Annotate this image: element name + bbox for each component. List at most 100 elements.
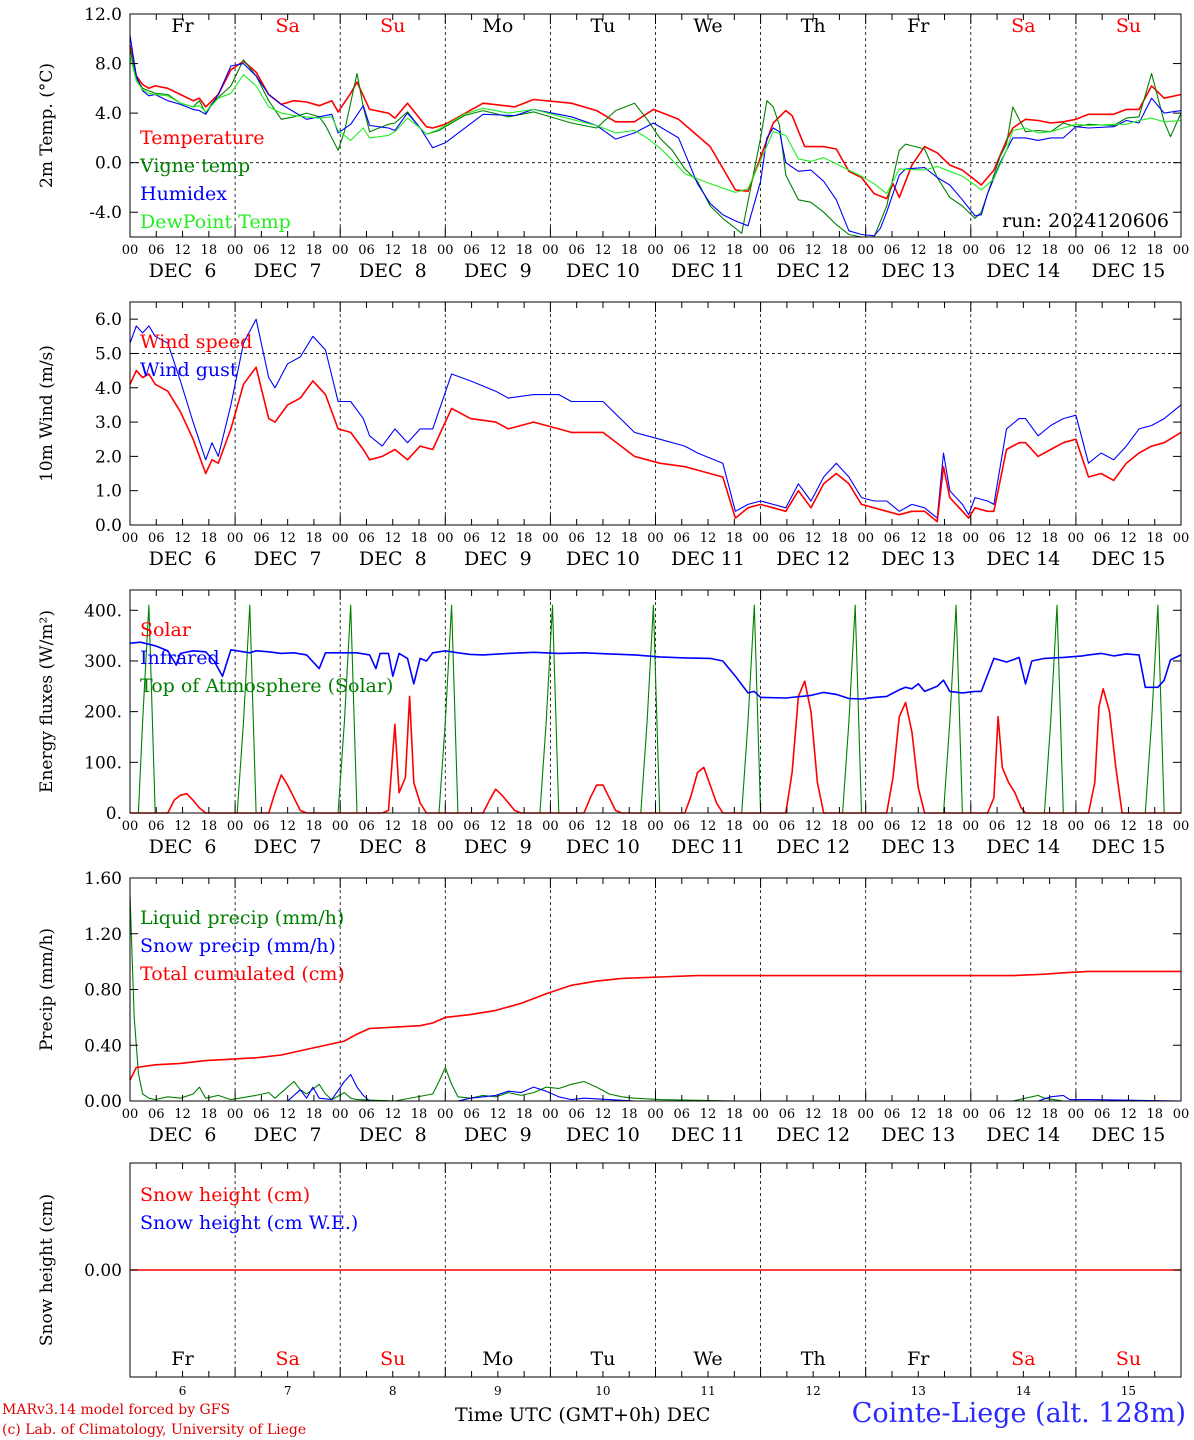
hour-label: 18 bbox=[831, 819, 848, 834]
hour-label: 18 bbox=[726, 531, 743, 546]
weekday-label: Su bbox=[380, 1348, 405, 1370]
plot-frame bbox=[129, 589, 1182, 814]
hour-label: 00 bbox=[647, 1107, 664, 1122]
hour-label: 06 bbox=[884, 819, 901, 834]
y-tick-label: 0.00 bbox=[84, 1092, 122, 1112]
y-axis-label: Snow height (cm) bbox=[37, 1194, 57, 1346]
date-label: DEC 15 bbox=[1092, 260, 1166, 282]
hour-label: 12 bbox=[805, 531, 822, 546]
weekday-label: Fr bbox=[171, 1348, 194, 1370]
hour-label: 12 bbox=[1120, 243, 1137, 258]
hour-label: 12 bbox=[595, 243, 612, 258]
legend-top-of-atmosphere-solar: Top of Atmosphere (Solar) bbox=[140, 675, 393, 697]
hour-label: 18 bbox=[621, 1107, 638, 1122]
hour-label: 06 bbox=[148, 531, 165, 546]
hour-label: 18 bbox=[831, 1107, 848, 1122]
date-label: DEC 12 bbox=[776, 548, 850, 570]
hour-label: 06 bbox=[463, 819, 480, 834]
date-label: DEC 12 bbox=[776, 1124, 850, 1146]
hour-label: 18 bbox=[621, 819, 638, 834]
legend-humidex: Humidex bbox=[140, 183, 227, 205]
hour-label: 06 bbox=[1094, 531, 1111, 546]
hour-label: 06 bbox=[674, 243, 691, 258]
lab-credit: (c) Lab. of Climatology, University of L… bbox=[2, 1422, 307, 1438]
weekday-label: Fr bbox=[171, 15, 194, 37]
hour-label: 18 bbox=[1146, 243, 1163, 258]
hour-label: 06 bbox=[358, 531, 375, 546]
hour-label: 18 bbox=[516, 243, 533, 258]
series-wind-speed bbox=[129, 366, 1182, 523]
hour-label: 18 bbox=[306, 531, 323, 546]
hour-label: 18 bbox=[201, 1107, 218, 1122]
y-tick-label: 3.0 bbox=[95, 413, 122, 433]
hour-label: 18 bbox=[621, 243, 638, 258]
date-label: DEC 12 bbox=[776, 260, 850, 282]
weekday-label: Th bbox=[801, 15, 826, 37]
weekday-label: Su bbox=[380, 15, 405, 37]
plot-frame bbox=[129, 301, 1182, 526]
date-label: DEC 7 bbox=[254, 1124, 322, 1146]
hour-label: 00 bbox=[332, 819, 349, 834]
y-tick-label: 1.20 bbox=[84, 925, 122, 945]
hour-label: 18 bbox=[306, 1107, 323, 1122]
hour-label: 12 bbox=[174, 531, 191, 546]
y-tick-label: 0.0 bbox=[95, 154, 122, 174]
hour-label: 06 bbox=[568, 243, 585, 258]
series-temperature bbox=[129, 44, 1182, 200]
y-tick-label: 300. bbox=[84, 652, 122, 672]
hour-label: 00 bbox=[122, 243, 139, 258]
day-number: 7 bbox=[284, 1384, 292, 1398]
hour-label: 06 bbox=[674, 1107, 691, 1122]
date-label: DEC 7 bbox=[254, 836, 322, 858]
hour-label: 12 bbox=[595, 819, 612, 834]
hour-label: 18 bbox=[201, 243, 218, 258]
hour-label: 06 bbox=[253, 819, 270, 834]
hour-label: 06 bbox=[779, 243, 796, 258]
y-tick-label: 0.00 bbox=[84, 1261, 122, 1281]
series-wind-gust bbox=[129, 318, 1182, 519]
day-number: 13 bbox=[911, 1384, 926, 1398]
hour-label: 00 bbox=[752, 531, 769, 546]
date-label: DEC 6 bbox=[149, 836, 217, 858]
y-tick-label: 5.0 bbox=[95, 344, 122, 364]
hour-label: 06 bbox=[989, 819, 1006, 834]
date-label: DEC 8 bbox=[359, 260, 427, 282]
date-label: DEC 8 bbox=[359, 548, 427, 570]
hour-label: 12 bbox=[910, 531, 927, 546]
hour-label: 00 bbox=[227, 1107, 244, 1122]
hour-label: 00 bbox=[1173, 243, 1190, 258]
hour-label: 06 bbox=[674, 531, 691, 546]
date-label: DEC 6 bbox=[149, 260, 217, 282]
hour-label: 06 bbox=[989, 243, 1006, 258]
hour-label: 00 bbox=[1173, 819, 1190, 834]
series-infrared bbox=[129, 641, 1182, 700]
hour-label: 00 bbox=[437, 1107, 454, 1122]
hour-label: 12 bbox=[279, 531, 296, 546]
hour-label: 12 bbox=[174, 243, 191, 258]
date-label: DEC 6 bbox=[149, 548, 217, 570]
date-label: DEC 10 bbox=[566, 260, 640, 282]
y-tick-label: 0.40 bbox=[84, 1036, 122, 1056]
weekday-label: Sa bbox=[275, 1348, 299, 1370]
y-axis-label: Energy fluxes (W/m²) bbox=[37, 610, 57, 793]
date-label: DEC 15 bbox=[1092, 548, 1166, 570]
weekday-label: Su bbox=[1116, 1348, 1141, 1370]
day-number: 8 bbox=[389, 1384, 397, 1398]
hour-label: 18 bbox=[726, 819, 743, 834]
weekday-label: Mo bbox=[482, 15, 513, 37]
date-label: DEC 9 bbox=[464, 260, 532, 282]
y-axis-label: 10m Wind (m/s) bbox=[37, 345, 57, 482]
hour-label: 00 bbox=[1173, 531, 1190, 546]
hour-label: 00 bbox=[857, 1107, 874, 1122]
hour-label: 12 bbox=[805, 1107, 822, 1122]
weekday-label: Tu bbox=[590, 1348, 615, 1370]
hour-label: 18 bbox=[201, 531, 218, 546]
hour-label: 06 bbox=[463, 243, 480, 258]
run-annotation: run: 2024120606 bbox=[1002, 210, 1169, 232]
hour-label: 18 bbox=[516, 819, 533, 834]
date-label: DEC 7 bbox=[254, 260, 322, 282]
hour-label: 18 bbox=[1146, 819, 1163, 834]
legend-dewpoint-temp: DewPoint Temp bbox=[140, 211, 291, 233]
hour-label: 18 bbox=[936, 243, 953, 258]
hour-label: 18 bbox=[201, 819, 218, 834]
